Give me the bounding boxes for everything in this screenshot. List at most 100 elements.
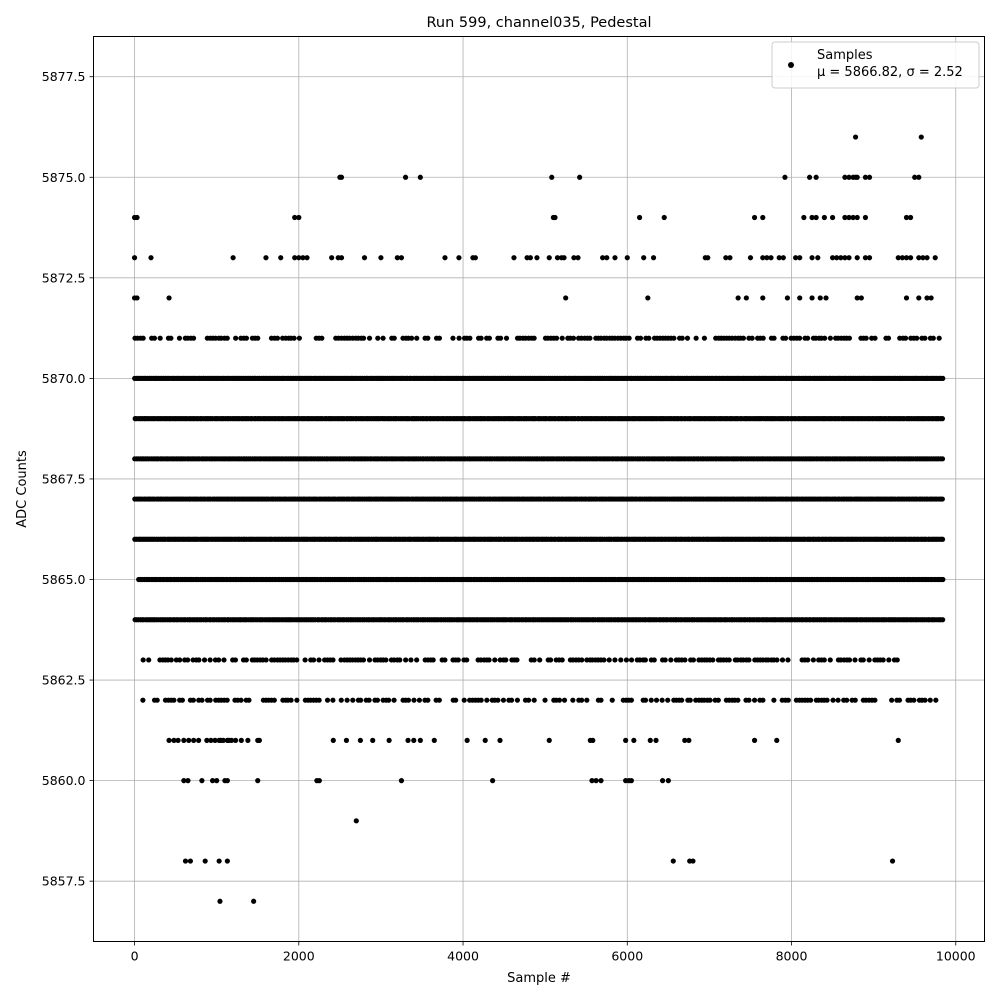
data-point [343,737,350,743]
data-point [764,255,770,261]
data-point [808,697,814,703]
data-point [350,697,356,703]
data-point [316,778,322,784]
data-point [824,697,830,703]
data-point [503,657,509,663]
data-point [456,255,462,261]
data-point [928,295,934,301]
data-point [151,335,158,341]
data-point [176,335,183,341]
data-point [771,335,777,341]
data-point [846,255,852,261]
data-point [316,657,322,663]
data-point [216,657,222,663]
data-point [662,657,668,663]
data-point [648,697,654,703]
data-point [425,697,431,703]
data-point [768,255,774,261]
data-point [561,697,568,703]
data-point [344,697,350,703]
data-point [360,657,367,663]
y-axis-label: ADC Counts [15,450,30,528]
data-point [782,174,788,180]
data-point [797,255,803,261]
data-point [514,697,521,703]
data-point [679,335,685,341]
data-point [185,657,191,663]
data-point [166,295,172,301]
x-tick-label: 10000 [936,949,976,964]
data-point [292,255,298,261]
data-point [813,174,819,180]
data-point [302,657,308,663]
chart-title: Run 599, channel035, Pedestal [426,15,651,31]
data-point [497,737,503,743]
data-point [760,697,766,703]
data-point [224,335,230,341]
x-tick-label: 2000 [283,949,315,964]
data-point [263,657,269,663]
data-point [932,255,938,261]
data-point [860,657,866,663]
data-point [829,214,836,221]
data-point [628,657,635,663]
data-point [686,737,692,743]
data-point [907,214,914,221]
data-point [889,697,895,703]
data-point [391,697,397,703]
data-point [537,657,543,663]
data-point [482,737,488,743]
y-tick-label: 5862.5 [42,673,86,688]
data-point [233,335,239,341]
data-point [829,255,836,261]
data-point [484,697,490,703]
data-point [813,214,819,221]
data-point [531,697,537,703]
data-point [665,778,671,784]
data-point [858,295,864,301]
data-point [747,255,754,261]
data-point [467,335,473,341]
data-point [199,778,205,784]
data-point [288,697,294,703]
legend-stats: μ = 5866.82, σ = 2.52 [817,65,963,80]
data-point [701,335,708,341]
data-point [822,335,828,341]
data-point [939,416,946,422]
data-point [885,335,892,341]
data-point [612,255,618,261]
data-point [916,255,922,261]
data-point [872,335,878,341]
data-point [889,858,896,864]
data-point [665,697,671,703]
data-point [140,697,146,703]
data-point [653,697,660,703]
data-point [531,335,537,341]
data-point [797,335,803,341]
data-point [324,697,331,703]
data-point [895,737,901,743]
y-tick-label: 5865.0 [42,572,86,587]
data-point [209,778,216,784]
y-tick-label: 5870.0 [42,371,86,386]
data-point [827,657,833,663]
data-point [414,335,420,341]
data-point [727,255,733,261]
data-point [552,214,558,221]
data-point [207,657,213,663]
data-point [590,737,596,743]
plot-frame [93,36,985,942]
data-point [587,335,593,341]
data-point [751,697,758,703]
data-point [417,737,423,743]
data-point [196,737,202,743]
data-point [140,657,146,663]
data-point [245,737,251,743]
data-point [842,214,848,221]
data-point [785,657,791,663]
data-point [774,657,780,663]
data-point [202,858,208,864]
data-point [220,737,226,743]
data-point [626,335,632,341]
data-point [294,657,300,663]
